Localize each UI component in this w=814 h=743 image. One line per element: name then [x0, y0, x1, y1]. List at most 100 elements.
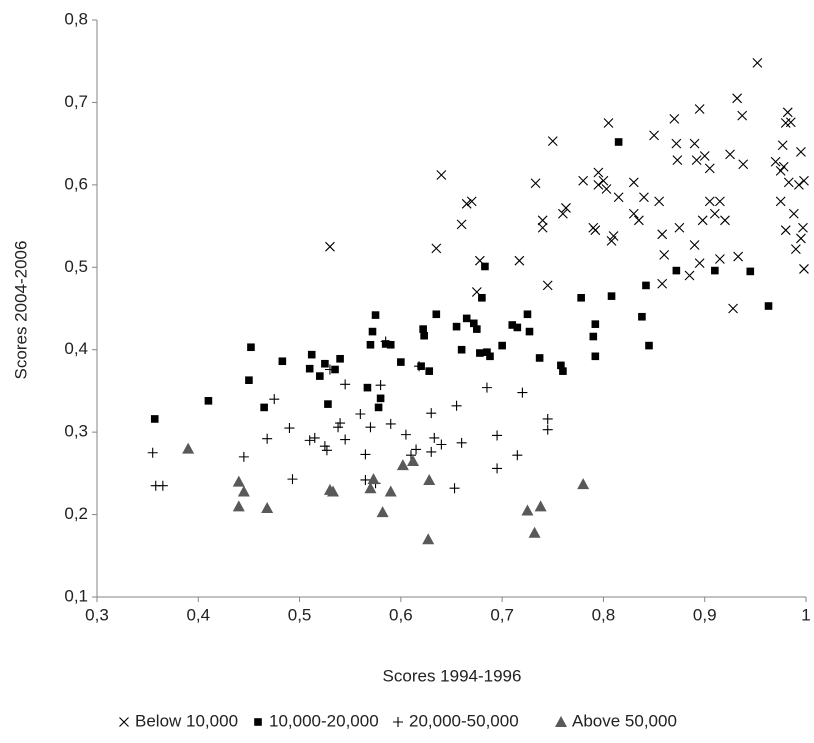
point	[775, 196, 786, 207]
point	[324, 400, 332, 408]
x-axis-label: Scores 1994-1996	[383, 666, 522, 685]
legend-label: Above 50,000	[572, 711, 677, 730]
point	[316, 372, 324, 380]
point	[752, 57, 763, 68]
point	[720, 215, 730, 226]
point	[649, 130, 659, 141]
point	[481, 262, 489, 271]
point	[733, 251, 744, 262]
point	[517, 387, 528, 398]
point	[725, 149, 735, 160]
y-tick-label: 0,3	[64, 422, 88, 441]
point	[396, 459, 409, 471]
point	[598, 175, 609, 186]
point	[671, 138, 682, 149]
point	[325, 241, 335, 252]
point	[709, 208, 720, 219]
point	[672, 155, 683, 166]
point	[591, 352, 600, 361]
point	[778, 161, 789, 172]
point	[684, 270, 695, 281]
point	[498, 341, 506, 350]
point	[537, 215, 548, 226]
point	[304, 435, 315, 446]
point	[525, 327, 534, 336]
point	[591, 320, 600, 328]
point	[426, 408, 437, 419]
y-tick-label: 0,7	[64, 92, 88, 111]
point	[654, 196, 665, 207]
point	[672, 266, 681, 275]
point	[363, 383, 372, 392]
y-tick-label: 0,6	[64, 174, 88, 193]
point	[414, 361, 425, 372]
point	[384, 485, 397, 497]
point	[284, 423, 295, 434]
point	[790, 244, 801, 255]
point	[462, 314, 471, 323]
point	[456, 437, 467, 448]
point	[715, 196, 725, 207]
point	[449, 483, 460, 494]
point	[561, 203, 571, 213]
point	[542, 413, 553, 424]
point	[287, 474, 298, 485]
point	[782, 107, 793, 118]
point	[704, 196, 715, 207]
point	[374, 403, 383, 412]
legend-marker	[393, 717, 403, 727]
point	[326, 485, 339, 497]
x-tick-label: 0,5	[288, 605, 312, 624]
point	[775, 165, 786, 176]
x-tick-label: 1	[801, 605, 810, 624]
point	[699, 151, 710, 161]
x-tick-label: 0,8	[592, 605, 616, 624]
point	[324, 364, 335, 375]
point	[319, 441, 330, 452]
point	[321, 445, 332, 456]
legend-marker	[555, 716, 567, 727]
point	[589, 332, 598, 341]
point	[689, 240, 700, 250]
point	[436, 439, 447, 450]
point	[799, 264, 809, 274]
point	[305, 364, 314, 373]
point	[590, 225, 601, 236]
point	[777, 140, 788, 151]
point	[715, 254, 725, 264]
point	[340, 379, 351, 390]
point	[796, 146, 806, 157]
point	[466, 196, 477, 207]
point	[481, 382, 492, 393]
point	[429, 432, 440, 443]
point	[534, 500, 547, 512]
point	[628, 177, 639, 188]
point	[360, 449, 371, 460]
legend-marker	[254, 718, 262, 726]
point	[728, 303, 738, 314]
point	[425, 367, 434, 375]
point	[657, 229, 668, 240]
legend-label: 10,000-20,000	[269, 711, 379, 730]
point	[535, 354, 544, 362]
point	[376, 506, 389, 518]
point	[436, 170, 447, 180]
point	[261, 501, 274, 513]
point	[478, 293, 486, 302]
legend-label: Below 10,000	[135, 711, 238, 730]
point	[262, 433, 273, 444]
point	[633, 215, 644, 226]
point	[691, 155, 702, 166]
point	[371, 311, 380, 319]
y-tick-label: 0,5	[64, 257, 88, 276]
point	[764, 302, 773, 310]
point	[593, 167, 604, 178]
point	[278, 357, 287, 366]
point	[694, 258, 705, 269]
point	[473, 325, 481, 333]
point	[799, 175, 809, 186]
point	[340, 434, 351, 445]
point	[794, 179, 804, 190]
point	[260, 403, 268, 412]
